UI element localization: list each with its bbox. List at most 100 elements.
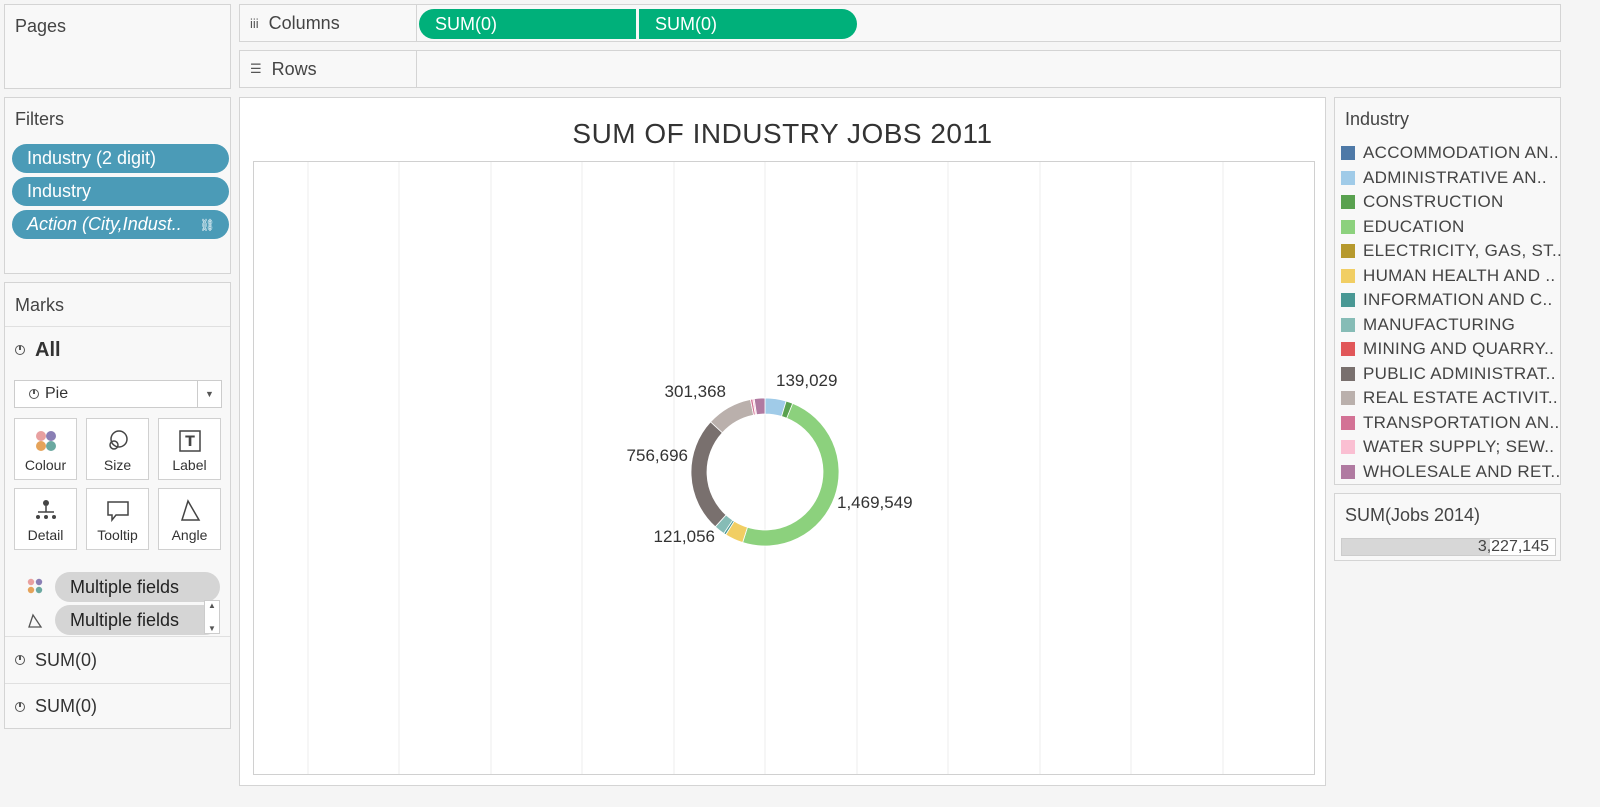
legend-label: WHOLESALE AND RET.. <box>1363 461 1561 481</box>
legend-swatch <box>1341 415 1355 430</box>
data-label: 121,056 <box>654 527 715 546</box>
scroll-down-icon[interactable]: ▼ <box>208 624 216 633</box>
legend-label: ELECTRICITY, GAS, ST.. <box>1363 241 1563 260</box>
columns-icon: iii <box>250 15 259 31</box>
pages-panel: Pages <box>4 4 231 89</box>
legend-item[interactable]: HUMAN HEALTH AND .. <box>1341 266 1555 286</box>
marks-sub-card-1[interactable]: SUM(0) <box>5 636 230 683</box>
mark-type-dropdown[interactable]: Pie ▼ <box>14 380 222 408</box>
filters-title: Filters <box>15 109 64 129</box>
columns-pill-2[interactable]: SUM(0) <box>639 9 857 39</box>
columns-pill-1[interactable]: SUM(0) <box>419 9 636 39</box>
label-button[interactable]: T Label <box>158 418 221 480</box>
pie-slice[interactable] <box>709 398 755 434</box>
legend-item[interactable]: MANUFACTURING <box>1341 315 1515 335</box>
svg-text:T: T <box>185 434 195 450</box>
donut-chart[interactable]: 139,029 1,469,549 121,056 756,696 301,368 <box>240 98 1327 787</box>
size-bar-fill <box>1342 539 1490 555</box>
legend-item[interactable]: PUBLIC ADMINISTRAT.. <box>1341 364 1556 384</box>
pages-title: Pages <box>15 16 67 36</box>
data-label: 756,696 <box>627 446 688 465</box>
size-label: Size <box>103 457 132 473</box>
size-legend-title: SUM(Jobs 2014) <box>1345 505 1481 525</box>
tooltip-label: Tooltip <box>97 527 138 543</box>
detail-button[interactable]: Detail <box>14 488 77 550</box>
legend-item[interactable]: EDUCATION <box>1341 217 1465 237</box>
legend-item[interactable]: ACCOMMODATION AN.. <box>1341 143 1559 163</box>
detail-label: Detail <box>27 527 64 543</box>
angle-button[interactable]: Angle <box>158 488 221 550</box>
legend-item[interactable]: CONSTRUCTION <box>1341 192 1504 212</box>
data-label: 301,368 <box>665 382 726 401</box>
legend-label: HUMAN HEALTH AND .. <box>1363 265 1556 285</box>
colour-field-pill[interactable]: Multiple fields <box>55 572 220 602</box>
gridlines <box>307 162 1224 774</box>
size-bar: 3,227,145 <box>1341 538 1556 556</box>
marks-title: Marks <box>15 295 64 315</box>
chevron-down-icon: ▼ <box>197 381 221 407</box>
legend-swatch <box>1341 170 1355 185</box>
filter-action[interactable]: Action (City,Indust.. ⛓ <box>12 210 229 239</box>
pie-slice[interactable] <box>690 421 727 528</box>
rows-shelf-label: ☰ Rows <box>240 51 417 87</box>
scrollbar[interactable]: ▲ ▼ <box>204 600 220 634</box>
size-button[interactable]: Size <box>86 418 149 480</box>
legend-item[interactable]: INFORMATION AND C.. <box>1341 290 1553 310</box>
pie-icon <box>15 701 25 712</box>
legend-item[interactable]: TRANSPORTATION AN.. <box>1341 413 1560 433</box>
columns-shelf-label: iii Columns <box>240 5 417 41</box>
colour-label: Colour <box>24 457 67 473</box>
view-area: SUM OF INDUSTRY JOBS 2011 139,029 1,469,5… <box>239 97 1326 786</box>
columns-shelf[interactable]: iii Columns SUM(0) SUM(0) <box>239 4 1561 42</box>
legend-item[interactable]: REAL ESTATE ACTIVIT.. <box>1341 388 1558 408</box>
legend-swatch <box>1341 268 1355 283</box>
pie-type-icon <box>29 389 39 399</box>
data-label: 139,029 <box>776 371 837 390</box>
data-label: 1,469,549 <box>837 493 913 512</box>
filters-panel: Filters Industry (2 digit) Industry Acti… <box>4 97 231 274</box>
rows-icon: ☰ <box>250 61 262 76</box>
pie-slice[interactable] <box>742 402 840 547</box>
rows-shelf[interactable]: ☰ Rows <box>239 50 1561 88</box>
chart-title: SUM OF INDUSTRY JOBS 2011 <box>572 118 993 149</box>
legend-label: EDUCATION <box>1363 216 1465 236</box>
legend-swatch <box>1341 219 1355 234</box>
legend-label: PUBLIC ADMINISTRAT.. <box>1363 363 1556 383</box>
angle-field-icon <box>28 613 43 628</box>
legend-swatch <box>1341 146 1355 160</box>
size-icon <box>108 430 128 450</box>
angle-field-pill[interactable]: Multiple fields <box>55 605 220 635</box>
legend-swatch <box>1341 244 1355 258</box>
legend-item[interactable]: WHOLESALE AND RET.. <box>1341 462 1560 482</box>
size-legend: SUM(Jobs 2014) 3,227,145 <box>1334 493 1561 561</box>
marks-sub-card-2[interactable]: SUM(0) <box>5 683 230 729</box>
colour-field-icon <box>27 578 43 594</box>
scroll-up-icon[interactable]: ▲ <box>208 601 216 610</box>
angle-icon <box>180 499 200 521</box>
tooltip-icon <box>106 501 129 523</box>
mark-type-label: Pie <box>45 385 69 402</box>
filter-industry-2-digit[interactable]: Industry (2 digit) <box>12 144 229 173</box>
legend-label: CONSTRUCTION <box>1363 192 1504 211</box>
plot-area <box>253 161 1315 775</box>
legend-item[interactable]: ADMINISTRATIVE AN.. <box>1341 168 1547 188</box>
marks-panel: Marks All Pie ▼ Colour Size T Label <box>4 282 231 729</box>
marks-all-card[interactable]: All <box>5 326 230 373</box>
legend-label: ADMINISTRATIVE AN.. <box>1363 167 1547 187</box>
colour-button[interactable]: Colour <box>14 418 77 480</box>
pie-slice[interactable] <box>753 397 766 416</box>
legend-item[interactable]: ELECTRICITY, GAS, ST.. <box>1341 241 1562 261</box>
legend-label: TRANSPORTATION AN.. <box>1363 412 1560 432</box>
tooltip-button[interactable]: Tooltip <box>86 488 149 550</box>
legend-label: INFORMATION AND C.. <box>1363 290 1553 309</box>
rows-label-text: Rows <box>271 58 317 79</box>
legend-swatch <box>1341 440 1355 454</box>
colour-icon <box>35 431 56 451</box>
legend-item[interactable]: WATER SUPPLY; SEW.. <box>1341 437 1554 457</box>
filter-industry[interactable]: Industry <box>12 177 229 206</box>
columns-label-text: Columns <box>268 12 340 33</box>
legend-item[interactable]: MINING AND QUARRY.. <box>1341 339 1554 359</box>
legend-title: Industry <box>1345 109 1410 129</box>
sub-card-1-label: SUM(0) <box>35 649 97 670</box>
legend-label: MANUFACTURING <box>1363 314 1516 334</box>
